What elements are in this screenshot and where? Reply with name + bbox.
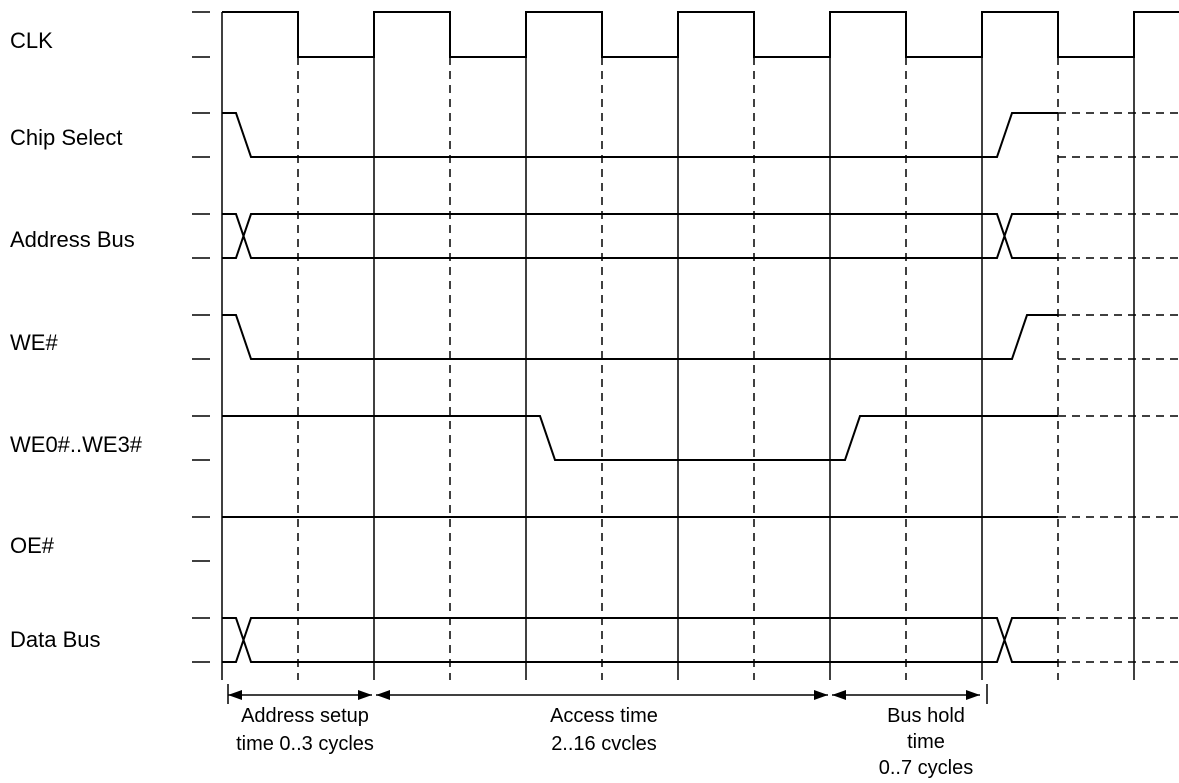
timing-arrows xyxy=(227,684,988,704)
signal-labels: CLK Chip Select Address Bus WE# WE0#..WE… xyxy=(10,28,143,652)
signal-label-chip-select: Chip Select xyxy=(10,125,123,150)
annotations: Address setup time 0..3 cycles Access ti… xyxy=(236,705,973,779)
signal-label-address-bus: Address Bus xyxy=(10,227,135,252)
level-ticks xyxy=(192,11,210,663)
address-setup-label-line2: time 0..3 cycles xyxy=(236,733,374,755)
data-bus-waveform xyxy=(222,617,1179,663)
signal-label-clk: CLK xyxy=(10,28,53,53)
we0-we3-waveform xyxy=(222,415,1179,461)
address-setup-arrow xyxy=(228,690,372,700)
bus-hold-arrow xyxy=(832,690,980,700)
address-bus-waveform xyxy=(222,213,1179,259)
signal-label-we: WE# xyxy=(10,330,58,355)
signal-label-data-bus: Data Bus xyxy=(10,627,101,652)
address-setup-label-line1: Address setup xyxy=(241,705,369,727)
signal-label-oe: OE# xyxy=(10,533,55,558)
bus-hold-label-line1: Bus hold xyxy=(887,705,965,727)
signal-label-we0-we3: WE0#..WE3# xyxy=(10,432,143,457)
access-time-label-line1: Access time xyxy=(550,705,658,727)
access-time-arrow xyxy=(376,690,828,700)
bus-hold-label-line2: time xyxy=(907,731,945,753)
bus-hold-label-line3: 0..7 cycles xyxy=(879,757,973,779)
clk-waveform xyxy=(222,11,1179,58)
clock-grid xyxy=(221,12,1135,680)
chip-select-waveform xyxy=(222,112,1179,158)
access-time-label-line2: 2..16 cvcles xyxy=(551,733,657,755)
we-waveform xyxy=(222,314,1179,360)
